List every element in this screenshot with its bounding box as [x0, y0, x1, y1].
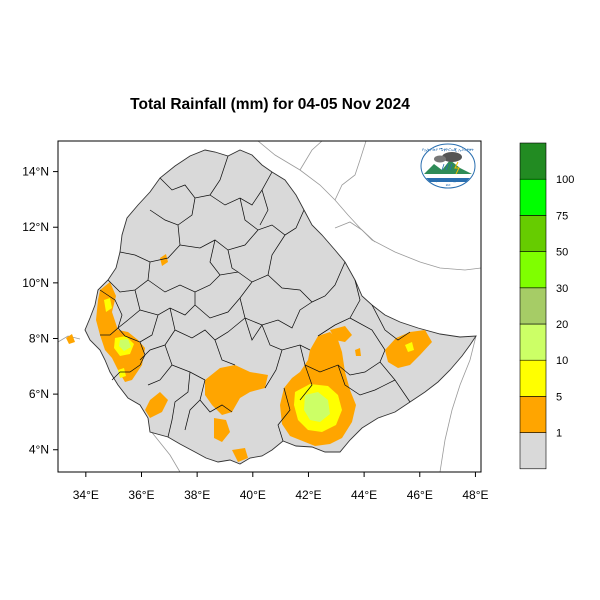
- admin-boundaries: [99, 155, 411, 442]
- colorbar-label: 100: [556, 174, 574, 186]
- axis-ticks: [53, 171, 476, 477]
- x-tick-label: 40°E: [240, 488, 266, 502]
- colorbar-box: [519, 432, 547, 470]
- axis-labels: 34°E 36°E 38°E 40°E 42°E 44°E 46°E 48°E 14°N 12°N…: [22, 165, 488, 502]
- colorbar-label: 50: [556, 247, 568, 259]
- y-tick-label: 6°N: [29, 387, 49, 401]
- y-tick-label: 14°N: [22, 165, 49, 179]
- x-tick-label: 46°E: [407, 488, 433, 502]
- colorbar-box: [519, 142, 547, 180]
- x-tick-label: 34°E: [73, 488, 99, 502]
- colorbar-label: 20: [556, 319, 568, 331]
- x-tick-label: 42°E: [295, 488, 321, 502]
- x-tick-label: 44°E: [351, 488, 377, 502]
- map-title: Total Rainfall (mm) for 04-05 Nov 2024: [130, 96, 410, 113]
- map-frame: [57, 140, 482, 473]
- colorbar-label: 5: [556, 391, 562, 403]
- colorbar-box: [519, 359, 547, 397]
- x-tick-label: 38°E: [184, 488, 210, 502]
- logo-text-top: የኢትዮጵያ ሜቲዮሮሎጂ ኢንስቲቱት: [422, 147, 474, 152]
- neighbour-borders: [58, 141, 481, 472]
- colorbar-label: 1: [556, 428, 562, 440]
- ethiopian-meteorology-institute-logo: የኢትዮጵያ ሜቲዮሮሎጂ ኢንስቲቱት Ethiopian Meteorolo…: [420, 143, 476, 189]
- colorbar-box: [519, 323, 547, 361]
- colorbar-labels: 1 5 10 20 30 50 75 100: [556, 174, 574, 439]
- colorbar-label: 10: [556, 355, 568, 367]
- map-area: [58, 141, 481, 472]
- x-tick-label: 36°E: [128, 488, 154, 502]
- y-tick-label: 8°N: [29, 331, 49, 345]
- x-tick-label: 48°E: [462, 488, 488, 502]
- colorbar-box: [519, 178, 547, 216]
- colorbar-label: 30: [556, 283, 568, 295]
- colorbar: [519, 142, 547, 470]
- colorbar-box: [519, 396, 547, 433]
- colorbar-box: [519, 251, 547, 289]
- logo-text-code: EMI: [446, 183, 451, 187]
- colorbar-label: 75: [556, 210, 568, 222]
- y-tick-label: 10°N: [22, 276, 49, 290]
- ethiopia-land: [84, 149, 477, 465]
- y-tick-label: 4°N: [29, 443, 49, 457]
- y-tick-label: 12°N: [22, 220, 49, 234]
- logo-text-bottom: Ethiopian Meteorology Institute: [430, 179, 466, 183]
- colorbar-box: [519, 287, 547, 325]
- colorbar-box: [519, 215, 547, 252]
- rain-10-20mm: [119, 339, 330, 422]
